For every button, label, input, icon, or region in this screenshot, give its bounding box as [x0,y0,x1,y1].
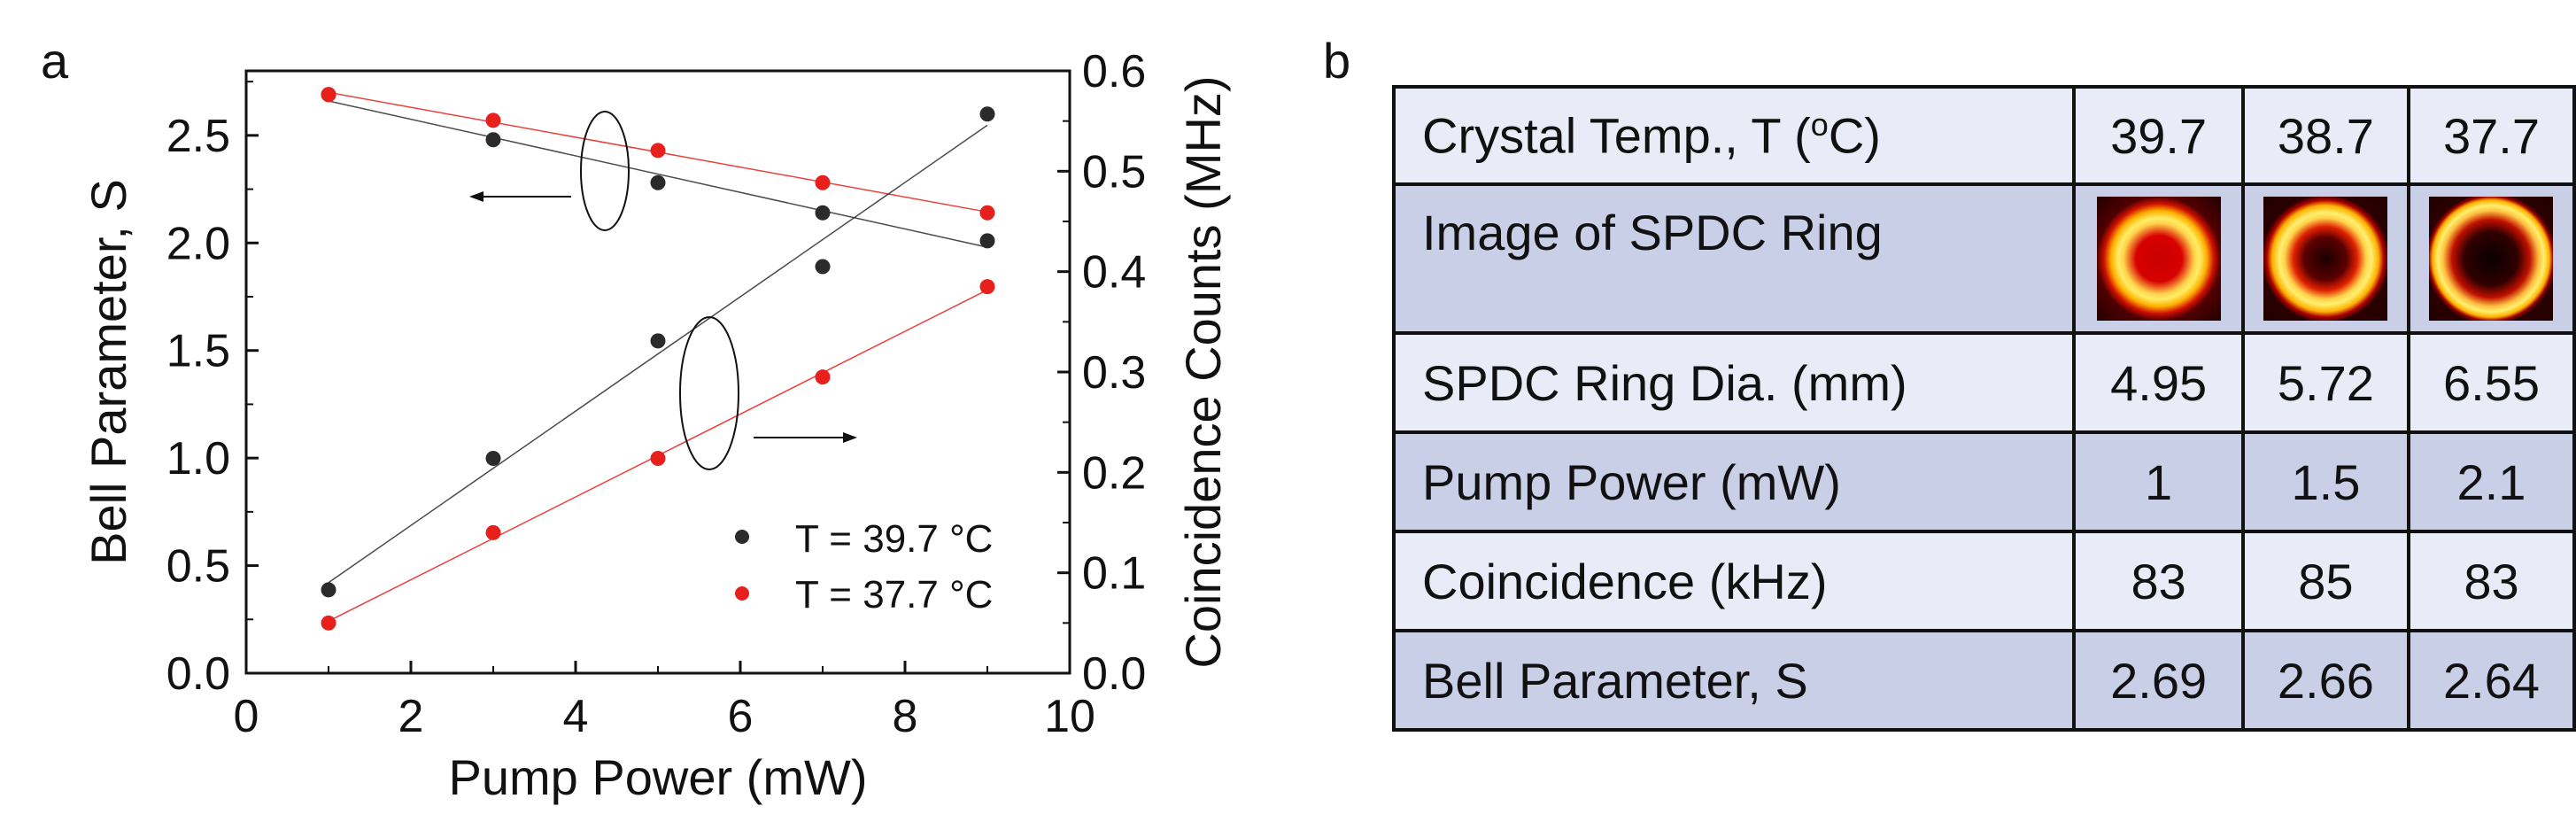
left-axis-ticks: 0.0 0.5 1.0 1.5 2.0 2.5 [166,81,259,700]
parameters-table-wrap: Crystal Temp., T (oC) 39.7 38.7 37.7 Ima… [1391,85,2576,732]
right-series-ellipse [679,316,739,470]
panel-b-label: b [1323,33,1351,89]
data-point-right-2 [650,333,666,349]
table-cell: 2.64 [2406,629,2576,732]
legend-label-red: T = 37.7 °C [795,573,993,616]
right-tick-label: 0.0 [1082,648,1146,700]
data-point-right-2 [485,450,501,466]
right-tick-label: 0.1 [1082,548,1146,600]
x-tick-label: 4 [563,691,589,742]
data-point-left-1 [485,112,501,128]
table-cell: 4.95 [2072,331,2245,434]
data-point-right-3 [979,279,995,295]
data-point-left-0 [979,233,995,249]
table-cell: 1 [2072,430,2245,533]
data-point-right-3 [485,524,501,540]
table-cell: 2.1 [2406,430,2576,533]
x-tick-label: 6 [728,691,754,742]
table-row: Pump Power (mW) 1 1.5 2.1 [1391,430,2576,533]
right-tick-label: 0.2 [1082,447,1146,499]
table-cell: 39.7 [2072,85,2245,186]
table-cell: 6.55 [2406,331,2576,434]
row-label: Coincidence (kHz) [1391,530,2077,632]
table-cell: 5.72 [2240,331,2410,434]
left-axis-label: Bell Parameter, S [81,179,136,565]
table-row: Coincidence (kHz) 83 85 83 [1391,530,2576,632]
table-cell: 83 [2072,530,2245,632]
left-series-ellipse [580,111,630,231]
data-point-left-1 [650,143,666,159]
data-point-left-0 [815,205,831,221]
right-arrowhead [843,432,857,443]
panel-a-label: a [41,33,69,89]
data-point-left-1 [979,205,995,221]
x-tick-label: 2 [398,691,424,742]
right-tick-label: 0.6 [1082,46,1146,97]
x-tick-label: 8 [893,691,918,742]
left-arrowhead [469,191,483,202]
left-tick-label: 2.5 [166,111,230,162]
right-axis-label: Coincidence Counts (MHz) [1175,75,1231,668]
row-label: Bell Parameter, S [1391,629,2077,732]
table-row: Image of SPDC Ring [1391,182,2576,335]
data-point-right-3 [650,450,666,466]
table-cell: 83 [2406,530,2576,632]
table-cell: 38.7 [2240,85,2410,186]
left-tick-label: 1.0 [166,433,230,485]
row-label: Crystal Temp., T (oC) [1391,85,2077,186]
legend-marker-black [735,530,749,544]
left-tick-label: 0.0 [166,648,230,700]
left-tick-label: 1.5 [166,326,230,377]
data-point-left-1 [321,87,337,103]
left-tick-label: 2.0 [166,218,230,269]
table-row: Crystal Temp., T (oC) 39.7 38.7 37.7 [1391,85,2576,186]
legend-label-black: T = 39.7 °C [795,517,993,561]
spdc-ring-image [2429,197,2554,321]
legend-marker-red [735,586,749,601]
table-cell: 2.66 [2240,629,2410,732]
table-cell: 37.7 [2406,85,2576,186]
table-row: Bell Parameter, S 2.69 2.66 2.64 [1391,629,2576,732]
data-point-right-2 [979,106,995,122]
left-tick-label: 0.5 [166,541,230,593]
x-tick-label: 0 [234,691,259,742]
legend: T = 39.7 °C T = 37.7 °C [735,517,993,616]
table-cell [2072,182,2245,335]
data-point-right-2 [815,259,831,275]
data-point-left-1 [815,174,831,190]
table-cell [2406,182,2576,335]
right-tick-label: 0.3 [1082,347,1146,399]
fit-line-right-2 [328,124,988,584]
table-cell: 85 [2240,530,2410,632]
data-point-left-0 [650,174,666,190]
right-axis-ticks: 0.0 0.1 0.2 0.3 0.4 0.5 0.6 [1057,46,1146,700]
right-tick-label: 0.5 [1082,146,1146,198]
data-point-right-3 [321,615,337,631]
bell-coincidence-chart: 0 2 4 6 8 10 0.00.51.01.52.02.5 0.00.10.20.30… [81,46,1231,805]
x-tick-label: 10 [1044,691,1095,742]
table-cell [2240,182,2410,335]
annotations [469,111,857,470]
right-tick-label: 0.4 [1082,247,1146,298]
x-axis-label: Pump Power (mW) [449,749,868,805]
table-row: SPDC Ring Dia. (mm) 4.95 5.72 6.55 [1391,331,2576,434]
data-point-right-2 [321,582,337,598]
data-point-left-0 [485,132,501,148]
row-label: Pump Power (mW) [1391,430,2077,533]
row-label: Image of SPDC Ring [1391,182,2077,335]
parameters-table: Crystal Temp., T (oC) 39.7 38.7 37.7 Ima… [1391,85,2576,732]
table-cell: 1.5 [2240,430,2410,533]
data-points [321,87,995,631]
row-label: SPDC Ring Dia. (mm) [1391,331,2077,434]
spdc-ring-image [2263,197,2388,321]
data-point-right-3 [815,369,831,385]
fit-line-left-0 [328,100,988,248]
x-axis-ticks: 0 2 4 6 8 10 [234,661,1095,742]
table-cell: 2.69 [2072,629,2245,732]
spdc-ring-image [2096,197,2221,321]
